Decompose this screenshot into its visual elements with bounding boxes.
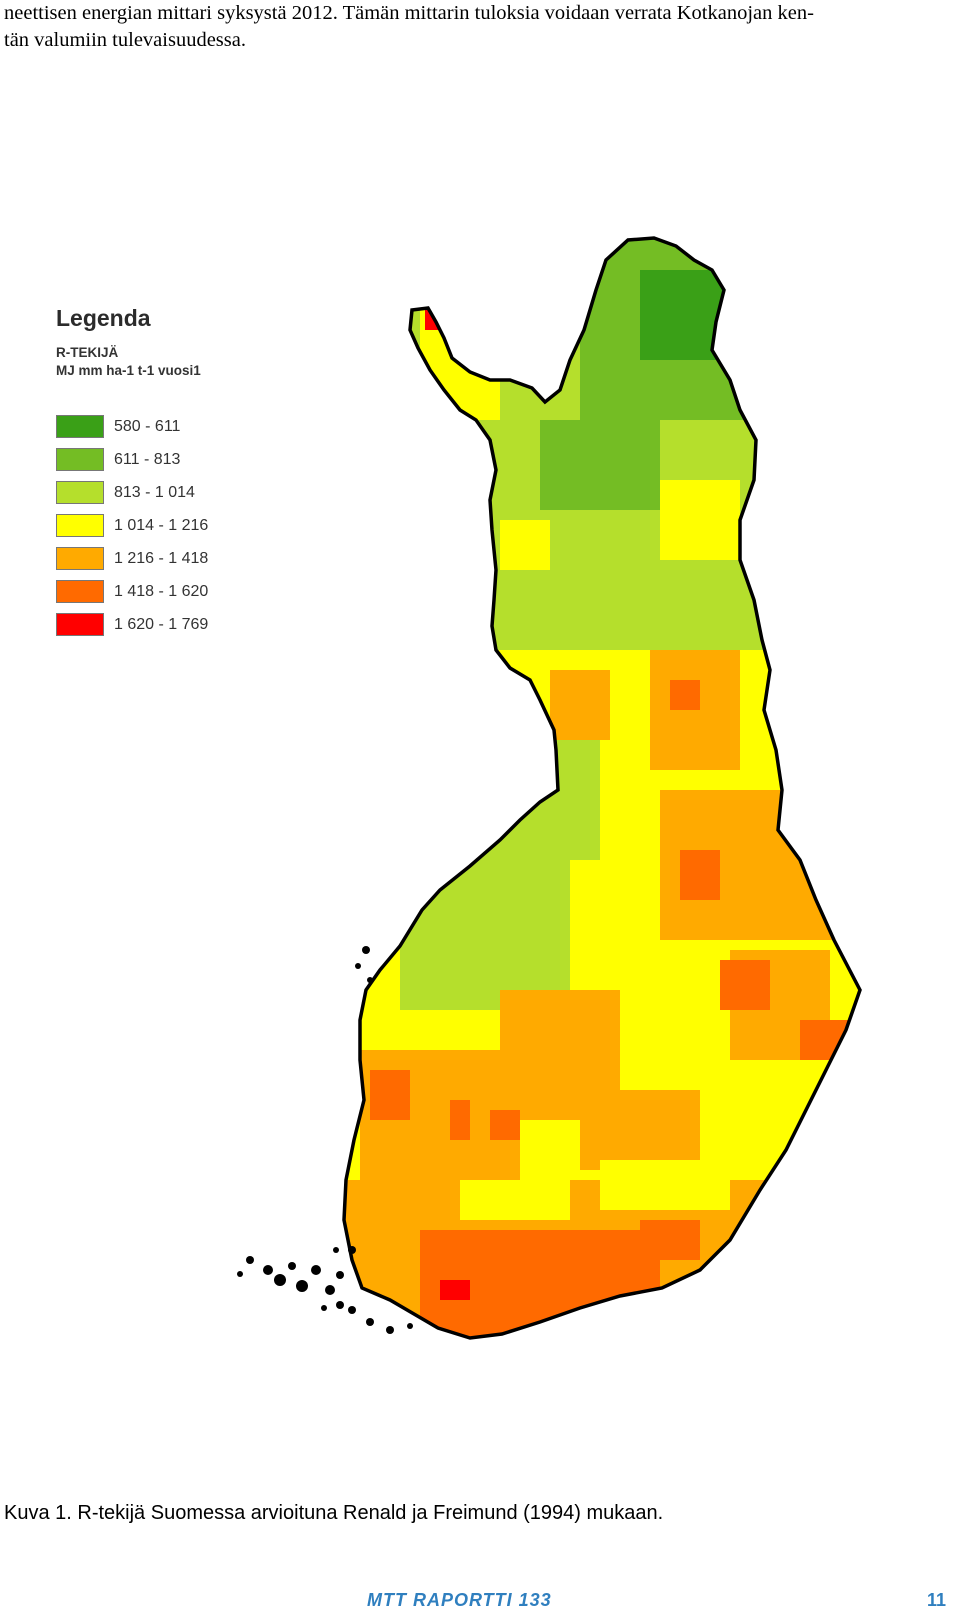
intro-paragraph: neettisen energian mittari syksystä 2012… (4, 0, 954, 54)
footer-series-title: MTT RAPORTTI 133 (367, 1590, 552, 1610)
legend-row: 1 014 - 1 216 (56, 509, 316, 542)
legend-layer-name: R-TEKIJÄ (56, 345, 119, 360)
legend-row: 813 - 1 014 (56, 476, 316, 509)
legend-swatch (56, 481, 104, 504)
legend-row: 1 418 - 1 620 (56, 575, 316, 608)
legend-classes: 580 - 611 611 - 813 813 - 1 014 1 014 - 1 2… (56, 410, 316, 641)
finland-r-factor-map (237, 236, 862, 1340)
legend-label: 1 418 - 1 620 (114, 582, 209, 600)
legend-row: 1 620 - 1 769 (56, 608, 316, 641)
legend-row: 1 216 - 1 418 (56, 542, 316, 575)
archipelago-islands (237, 946, 413, 1334)
legend-unit: MJ mm ha-1 t-1 vuosi1 (56, 363, 201, 378)
page-number: 11 (926, 1590, 946, 1610)
legend-label: 580 - 611 (114, 417, 181, 435)
legend-swatch (56, 613, 104, 636)
legend-swatch (56, 580, 104, 603)
legend-label: 1 620 - 1 769 (114, 615, 209, 633)
legend-title: Legenda (56, 305, 151, 331)
legend-label: 1 216 - 1 418 (114, 549, 209, 567)
legend-swatch (56, 415, 104, 438)
legend-label: 813 - 1 014 (114, 483, 195, 501)
legend-swatch (56, 514, 104, 537)
figure-caption: Kuva 1. R-tekijä Suomessa arvioituna Ren… (4, 1502, 664, 1524)
legend-label: 611 - 813 (114, 450, 181, 468)
legend-swatch (56, 448, 104, 471)
legend-swatch (56, 547, 104, 570)
legend-row: 580 - 611 (56, 410, 316, 443)
intro-line-2: tän valumiin tulevaisuudessa. (4, 29, 246, 51)
intro-line-1: neettisen energian mittari syksystä 2012… (4, 2, 814, 24)
map-legend: Legenda R-TEKIJÄ MJ mm ha-1 t-1 vuosi1 5… (56, 305, 316, 641)
legend-label: 1 014 - 1 216 (114, 516, 209, 534)
legend-row: 611 - 813 (56, 443, 316, 476)
